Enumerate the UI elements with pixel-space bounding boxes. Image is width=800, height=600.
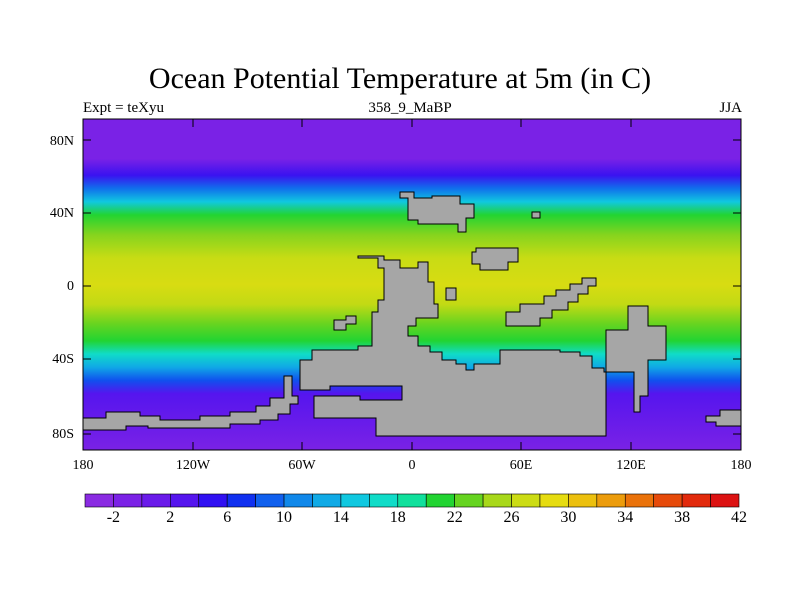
colorbar-box [369, 493, 399, 508]
lat-tick-label: 80S [52, 427, 74, 442]
longitude-ticks [82, 119, 742, 450]
colorbar-box [596, 493, 626, 508]
lon-tick-label: 180 [730, 458, 752, 473]
colorbar-box [454, 493, 484, 508]
colorbar-label: 6 [223, 509, 232, 526]
latitude-ticks [83, 139, 741, 435]
land-diagonal-strip [505, 277, 597, 327]
colorbar-box [539, 493, 569, 508]
lon-tick-label: 0 [408, 458, 416, 473]
colorbar-box [170, 493, 200, 508]
lat-tick-label: 0 [67, 279, 74, 294]
colorbar-label: 26 [503, 509, 520, 526]
colorbar-box [568, 493, 598, 508]
land-north-mid [399, 191, 475, 233]
colorbar-box [312, 493, 342, 508]
colorbar-label: 30 [560, 509, 577, 526]
colorbar-box [511, 493, 541, 508]
lon-tick-label: 120E [616, 458, 646, 473]
plot-title: Ocean Potential Temperature at 5m (in C) [148, 62, 652, 95]
colorbar-box [482, 493, 512, 508]
land-antarctic-west [82, 375, 299, 431]
season-label: JJA [719, 100, 742, 116]
colorbar-label: 22 [446, 509, 463, 526]
colorbar-box [340, 493, 370, 508]
colorbar-box [141, 493, 171, 508]
lat-tick-label: 40N [49, 206, 74, 221]
lon-tick-label: 60E [509, 458, 533, 473]
colorbar-box [226, 493, 256, 508]
land-central-west [299, 255, 667, 437]
lon-tick-label: 120W [175, 458, 211, 473]
colorbar-box [624, 493, 654, 508]
colorbar-label: 14 [332, 509, 349, 526]
land-small-island-c [333, 315, 357, 331]
lat-tick-label: 40S [52, 352, 74, 367]
lat-tick-label: 80N [49, 134, 74, 149]
colorbar-box [425, 493, 455, 508]
colorbar-box [113, 493, 143, 508]
colorbar-box [681, 493, 711, 508]
lon-tick-label: 180 [72, 458, 94, 473]
period-label: 358_9_MaBP [368, 100, 452, 116]
colorbar-label: 2 [166, 509, 175, 526]
colorbar [84, 493, 740, 508]
colorbar-box [710, 493, 740, 508]
colorbar-box [397, 493, 427, 508]
colorbar-box [255, 493, 285, 508]
colorbar-box [653, 493, 683, 508]
colorbar-box [198, 493, 228, 508]
experiment-label: Expt = teXyu [83, 100, 164, 116]
colorbar-label: 10 [276, 509, 292, 526]
colorbar-box [283, 493, 313, 508]
land-small-island-a [445, 287, 457, 301]
land-small-island-b [531, 211, 541, 219]
colorbar-box [84, 493, 114, 508]
colorbar-label: -2 [106, 509, 121, 526]
colorbar-label: 38 [674, 509, 691, 526]
lon-tick-label: 60W [288, 458, 316, 473]
land-east-block [471, 247, 519, 271]
colorbar-label: 34 [617, 509, 634, 526]
colorbar-label: 18 [389, 509, 406, 526]
colorbar-label: 42 [731, 509, 747, 526]
